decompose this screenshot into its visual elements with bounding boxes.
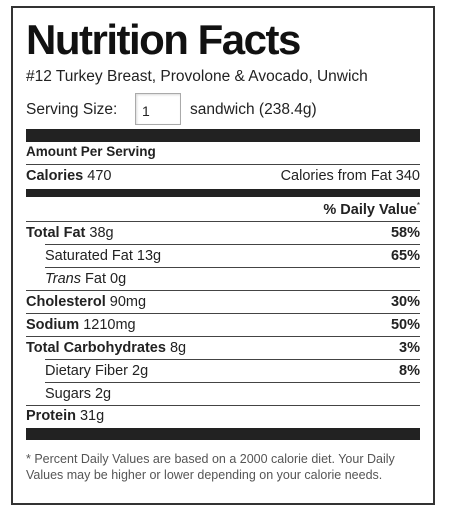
nutrient-label: Sodium xyxy=(26,317,80,333)
divider xyxy=(26,164,420,165)
thick-divider xyxy=(26,129,420,142)
nutrient-label: Sugars xyxy=(45,386,91,402)
nutrient-row-cholesterol: Cholesterol 90mg 30% xyxy=(26,291,420,313)
nutrient-label: Trans xyxy=(45,271,81,287)
divider xyxy=(45,267,420,268)
nutrient-dv: 50% xyxy=(390,317,420,333)
nutrient-label: Total Carbohydrates xyxy=(26,340,166,356)
nutrient-amount: 90mg xyxy=(109,294,147,310)
nutrient-row-total-carbohydrates: Total Carbohydrates 8g 3% xyxy=(26,337,420,359)
amount-per-serving-label: Amount Per Serving xyxy=(26,144,156,159)
nutrient-row-saturated-fat: Saturated Fat 13g 65% xyxy=(26,245,420,267)
nutrient-amount: Fat 0g xyxy=(85,271,127,287)
daily-value-asterisk: * xyxy=(416,201,420,210)
divider xyxy=(45,244,420,245)
nutrient-row-sugars: Sugars 2g xyxy=(26,383,420,405)
serving-size-row: Serving Size: sandwich (238.4g) xyxy=(26,93,420,129)
nutrient-dv: 8% xyxy=(399,363,420,379)
label-title: Nutrition Facts xyxy=(26,16,301,63)
calories-value: 470 xyxy=(87,168,112,184)
serving-unit: sandwich (238.4g) xyxy=(190,101,317,118)
nutrient-amount: 2g xyxy=(132,363,149,379)
nutrient-row-dietary-fiber: Dietary Fiber 2g 8% xyxy=(26,360,420,382)
nutrient-label: Cholesterol xyxy=(26,294,106,310)
calories-label: Calories xyxy=(26,168,84,184)
nutrition-label: Nutrition Facts #12 Turkey Breast, Provo… xyxy=(11,6,435,505)
footnote: * Percent Daily Values are based on a 20… xyxy=(26,452,395,482)
divider xyxy=(26,221,420,222)
amount-per-serving-row: Amount Per Serving xyxy=(26,141,420,163)
nutrient-dv: 58% xyxy=(390,225,420,241)
thick-divider xyxy=(26,428,420,440)
serving-size-label: Serving Size: xyxy=(26,101,118,118)
nutrient-row-protein: Protein 31g xyxy=(26,405,420,427)
nutrient-amount: 2g xyxy=(94,386,112,402)
daily-value-header: % Daily Value xyxy=(323,201,417,218)
nutrient-amount: 1210mg xyxy=(83,317,136,333)
nutrient-amount: 13g xyxy=(136,248,162,264)
nutrient-dv: 30% xyxy=(390,294,420,310)
nutrient-dv: 65% xyxy=(390,248,420,264)
nutrient-amount: 38g xyxy=(89,225,114,241)
nutrient-label: Saturated Fat xyxy=(45,248,133,264)
divider xyxy=(45,382,420,383)
product-name: #12 Turkey Breast, Provolone & Avocado, … xyxy=(26,68,368,85)
daily-value-header-row: % Daily Value* xyxy=(26,198,420,220)
divider xyxy=(26,313,420,314)
nutrient-label: Dietary Fiber xyxy=(45,363,128,379)
nutrient-amount: 8g xyxy=(169,340,187,356)
calories-row: Calories 470 Calories from Fat 340 xyxy=(26,165,420,187)
nutrient-amount: 31g xyxy=(79,408,105,424)
divider xyxy=(26,336,420,337)
nutrient-dv: 3% xyxy=(399,340,420,356)
calories-from-fat: Calories from Fat 340 xyxy=(280,168,420,184)
nutrient-row-trans-fat: Trans Fat 0g xyxy=(26,268,420,290)
divider xyxy=(26,405,420,406)
nutrient-label: Protein xyxy=(26,408,76,424)
medium-divider xyxy=(26,189,420,197)
nutrient-row-total-fat: Total Fat 38g 58% xyxy=(26,222,420,244)
nutrient-label: Total Fat xyxy=(26,225,86,241)
divider xyxy=(45,359,420,360)
divider xyxy=(26,290,420,291)
serving-quantity-input[interactable] xyxy=(135,93,181,125)
nutrient-row-sodium: Sodium 1210mg 50% xyxy=(26,314,420,336)
